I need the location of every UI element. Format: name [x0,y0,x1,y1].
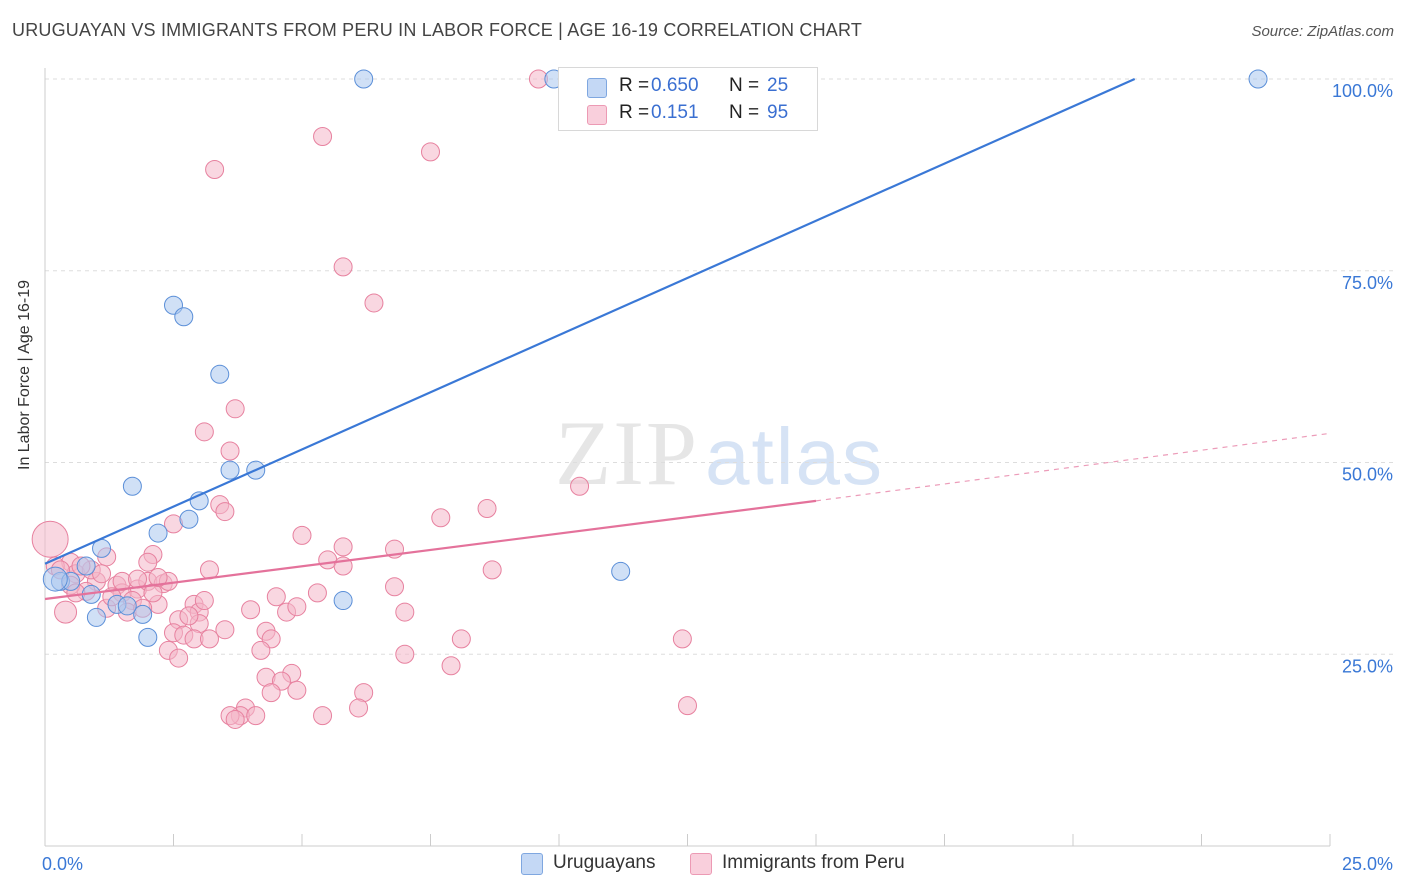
point-uruguayans [122,476,142,496]
point-uruguayans [220,460,240,480]
point-peru [266,587,286,607]
r-value: 0.650 [651,75,699,96]
point-uruguayans [210,364,230,384]
point-peru [225,709,245,729]
point-uruguayans [42,566,68,592]
y-tick-label: 75.0% [1342,273,1393,293]
trend-line-peru [44,499,817,601]
point-peru [179,606,199,626]
legend-label: Immigrants from Peru [722,852,905,873]
point-peru [215,502,235,522]
point-uruguayans [174,307,194,327]
point-peru [92,564,112,584]
point-peru [220,441,240,461]
point-uruguayans [148,523,168,543]
point-peru [215,620,235,640]
point-peru [251,640,271,660]
source-label: Source: ZipAtlas.com [1251,23,1394,40]
point-peru [225,399,245,419]
point-peru [441,656,461,676]
n-label: N = [729,75,760,96]
point-peru [678,696,697,716]
r-value: 0.151 [651,102,699,123]
point-peru [313,127,333,147]
y-tick-label: 50.0% [1342,465,1393,485]
watermark-atlas: atlas [705,412,884,501]
correlation-legend: R = 0.650 N = 25 R = 0.151 N = 95 [558,67,818,131]
r-label: R = [619,102,650,123]
legend-swatch-pink [690,853,712,875]
chart-title: URUGUAYAN VS IMMIGRANTS FROM PERU IN LAB… [12,20,863,40]
legend-swatch-blue [521,853,543,875]
point-peru [349,698,369,718]
trend-line-peru-extension [815,432,1331,502]
point-peru [54,600,78,624]
point-uruguayans [1248,69,1268,89]
y-tick-label: 100.0% [1332,81,1393,101]
point-peru [169,648,189,668]
point-peru [395,602,415,622]
x-tick-label: 25.0% [1342,854,1393,874]
point-peru [364,293,384,313]
point-uruguayans [117,596,137,616]
point-peru [287,680,307,700]
n-label: N = [729,102,760,123]
point-peru [333,537,353,557]
point-peru [292,525,312,545]
point-uruguayans [138,627,158,647]
point-peru [333,257,353,277]
point-peru [205,160,225,180]
point-peru [287,597,307,617]
point-uruguayans [76,556,96,576]
point-peru [385,577,405,597]
legend-label: Uruguayans [553,852,656,873]
legend-row-uruguayans: R = 0.650 N = 25 [559,74,817,102]
n-value: 25 [767,75,789,96]
point-peru [482,560,502,580]
point-peru [570,476,590,496]
point-uruguayans [179,509,199,529]
point-uruguayans [354,69,374,89]
n-value: 95 [767,102,789,123]
point-peru [31,520,69,558]
point-peru [246,706,266,726]
point-peru [431,508,451,528]
point-peru [138,552,158,572]
point-peru [199,629,219,649]
point-uruguayans [333,591,353,611]
point-peru [241,600,261,620]
y-axis-label: In Labor Force | Age 16-19 [16,279,33,470]
series-legend: Uruguayans Immigrants from Peru [0,852,1406,878]
point-peru [261,683,281,703]
point-peru [307,583,327,603]
trend-line-uruguayans [44,77,1136,565]
legend-row-peru: R = 0.151 N = 95 [559,101,817,129]
point-peru [194,591,214,611]
point-uruguayans [86,607,106,627]
point-peru [148,568,168,588]
point-peru [672,629,692,649]
point-peru [395,644,415,664]
point-peru [451,629,471,649]
point-peru [421,142,440,162]
legend-swatch-blue [587,78,607,98]
point-uruguayans [611,561,631,581]
point-peru [194,422,214,442]
r-label: R = [619,75,650,96]
point-peru [477,499,497,519]
x-tick-label: 0.0% [42,854,83,874]
point-uruguayans [133,604,153,624]
y-tick-label: 25.0% [1342,656,1393,676]
point-peru [313,706,333,726]
legend-swatch-pink [587,105,607,125]
